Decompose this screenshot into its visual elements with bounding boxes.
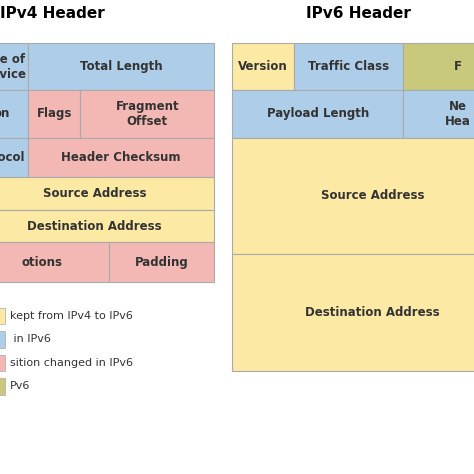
FancyBboxPatch shape (0, 355, 5, 371)
Text: Payload Length: Payload Length (267, 108, 369, 120)
Text: IPv4 Header: IPv4 Header (0, 6, 105, 21)
FancyBboxPatch shape (109, 242, 214, 282)
Text: Destination Address: Destination Address (305, 306, 440, 319)
Text: Total Length: Total Length (80, 60, 163, 73)
FancyBboxPatch shape (232, 43, 294, 90)
Text: on: on (0, 108, 9, 120)
FancyBboxPatch shape (81, 90, 214, 137)
FancyBboxPatch shape (403, 90, 474, 137)
FancyBboxPatch shape (28, 90, 81, 137)
Text: Header Checksum: Header Checksum (61, 151, 181, 164)
Text: in IPv6: in IPv6 (10, 335, 51, 345)
FancyBboxPatch shape (403, 43, 474, 90)
Text: Type of
Service: Type of Service (0, 53, 26, 81)
Text: IPv6 Header: IPv6 Header (306, 6, 411, 21)
Text: Pv6: Pv6 (10, 382, 30, 392)
Text: Source Address: Source Address (43, 187, 146, 200)
FancyBboxPatch shape (0, 137, 28, 177)
FancyBboxPatch shape (232, 90, 403, 137)
FancyBboxPatch shape (0, 378, 5, 394)
Text: otions: otions (22, 256, 63, 269)
FancyBboxPatch shape (0, 90, 28, 137)
FancyBboxPatch shape (0, 331, 5, 347)
FancyBboxPatch shape (0, 308, 5, 324)
FancyBboxPatch shape (0, 242, 109, 282)
Text: F: F (454, 60, 462, 73)
FancyBboxPatch shape (232, 137, 474, 254)
Text: Padding: Padding (135, 256, 189, 269)
FancyBboxPatch shape (28, 43, 214, 90)
Text: Version: Version (238, 60, 288, 73)
Text: Flags: Flags (36, 108, 72, 120)
Text: Ne
Hea: Ne Hea (445, 100, 471, 128)
FancyBboxPatch shape (0, 43, 28, 90)
Text: Fragment
Offset: Fragment Offset (116, 100, 179, 128)
Text: rotocol: rotocol (0, 151, 25, 164)
FancyBboxPatch shape (232, 254, 474, 371)
FancyBboxPatch shape (0, 177, 214, 210)
FancyBboxPatch shape (28, 137, 214, 177)
FancyBboxPatch shape (0, 210, 214, 242)
Text: kept from IPv4 to IPv6: kept from IPv4 to IPv6 (10, 311, 133, 321)
Text: Destination Address: Destination Address (27, 219, 162, 233)
Text: Traffic Class: Traffic Class (308, 60, 389, 73)
Text: sition changed in IPv6: sition changed in IPv6 (10, 358, 133, 368)
FancyBboxPatch shape (294, 43, 403, 90)
Text: Source Address: Source Address (321, 190, 424, 202)
